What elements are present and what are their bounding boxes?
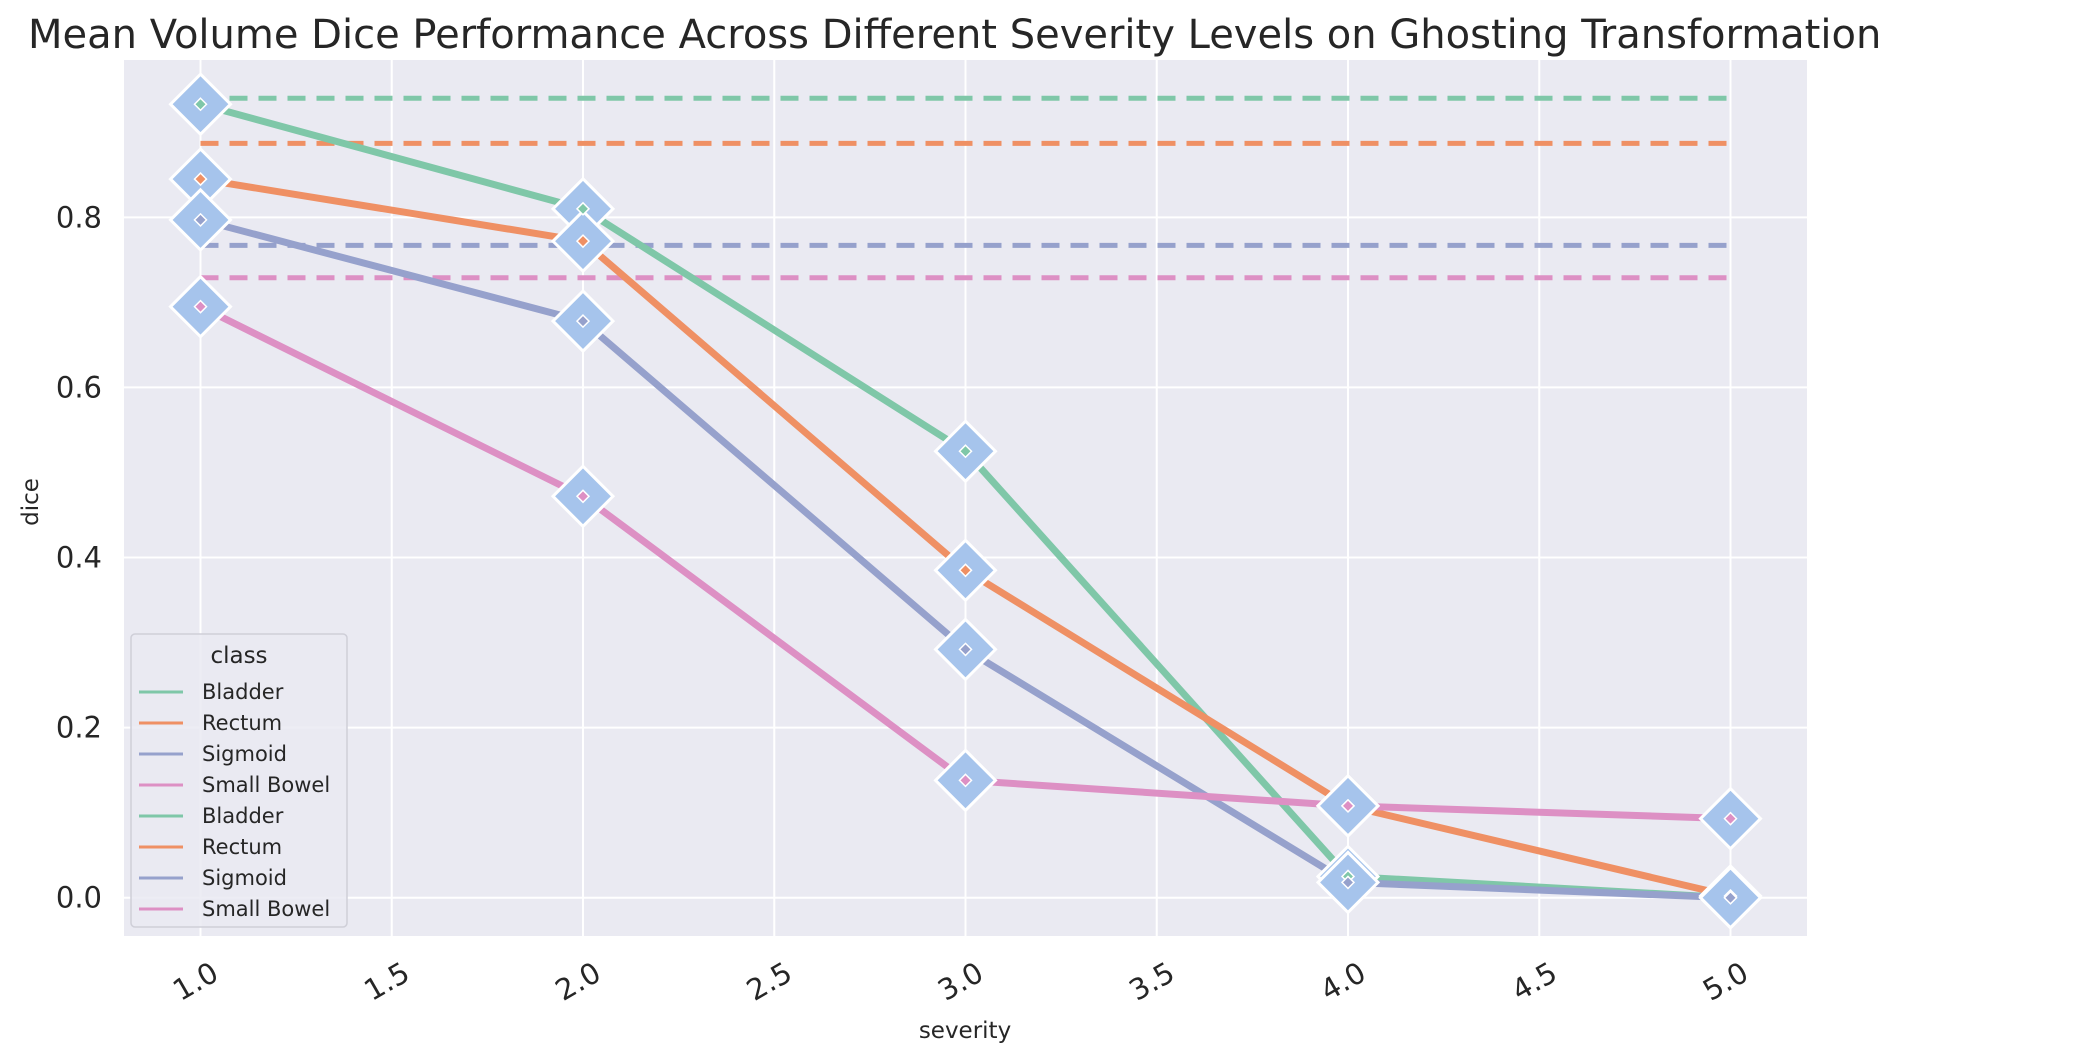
legend-entries: Bladder Rectum Sigmoid Small Bowel Bladder Re… [139,680,330,921]
data-point [1340,875,1356,890]
y-axis-label: dice [18,478,44,526]
data-point [193,97,208,112]
data-point [1723,811,1738,826]
data-point [958,773,973,788]
y-tick-label: 0.2 [56,711,102,745]
baseline-lines [200,95,1731,281]
data-point [575,489,591,504]
data-point [193,212,208,227]
data-point [1723,890,1738,905]
y-tick-labels: 0.0 0.2 0.4 0.6 0.8 [56,200,102,914]
legend-label: Small Bowel [202,897,330,921]
data-point [958,642,973,657]
data-point [193,172,208,187]
x-axis-label: severity [919,1018,1011,1044]
y-tick-label: 0.8 [56,200,102,234]
data-point [1340,798,1356,813]
legend-label: Sigmoid [202,866,287,890]
data-point [958,563,973,578]
data-point [958,444,973,459]
data-point [575,314,591,329]
legend-label: Small Bowel [202,773,330,797]
legend-title: class [210,643,267,669]
legend-label: Sigmoid [202,742,287,766]
chart-title: Mean Volume Dice Performance Across Diff… [28,12,1881,58]
legend-label: Rectum [202,835,282,859]
data-markers [168,72,1763,930]
y-tick-label: 0.4 [56,541,102,575]
y-tick-label: 0.6 [56,370,102,404]
legend-box [130,633,348,928]
legend-label: Rectum [202,711,282,735]
data-point [575,234,591,249]
y-tick-label: 0.0 [56,881,102,915]
data-point [193,299,208,314]
legend-label: Bladder [202,804,284,828]
legend-label: Bladder [202,680,284,704]
data-point [575,201,591,216]
